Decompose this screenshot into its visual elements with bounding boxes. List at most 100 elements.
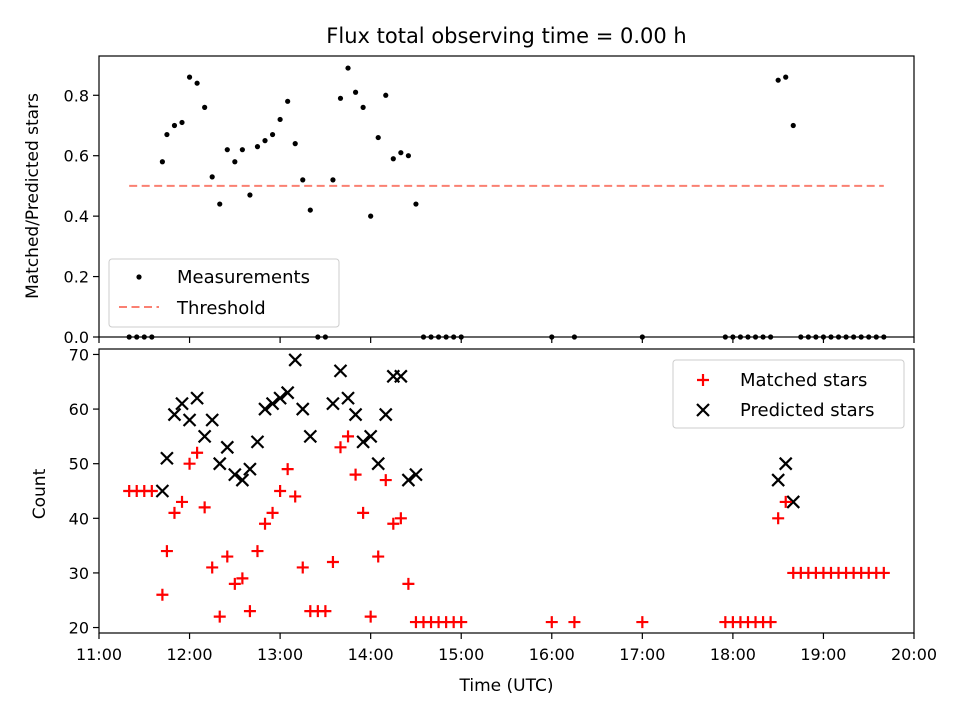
- matched-star-point: [877, 566, 890, 579]
- measurement-point: [254, 144, 261, 150]
- matched-star-point: [636, 616, 649, 629]
- matched-star-point: [326, 556, 339, 568]
- top-y-tick-label: 0.6: [64, 147, 89, 166]
- bottom-axes-frame: [98, 348, 915, 634]
- predicted-star-point: [160, 451, 174, 466]
- predicted-star-point: [409, 467, 423, 482]
- predicted-star-point: [333, 364, 348, 378]
- predicted-star-point: [341, 391, 355, 405]
- matched-star-point: [296, 561, 309, 574]
- x-tick-label: 19:00: [800, 645, 846, 664]
- predicted-star-point: [778, 456, 793, 471]
- predicted-star-point: [280, 385, 295, 400]
- top-chart-title: Flux total observing time = 0.00 h: [326, 24, 686, 48]
- bottom-y-tick-label: 20: [69, 619, 89, 638]
- predicted-star-point: [303, 429, 318, 444]
- measurement-point: [330, 177, 336, 183]
- matched-star-point: [364, 610, 377, 623]
- measurement-point: [413, 201, 419, 207]
- measurement-point: [171, 122, 178, 129]
- matched-star-point: [198, 501, 211, 514]
- predicted-star-point: [190, 391, 204, 405]
- matched-star-point: [206, 561, 219, 574]
- matched-star-point: [289, 490, 302, 503]
- measurement-point: [224, 147, 230, 153]
- top-y-axis-label: Matched/Predicted stars: [23, 93, 43, 299]
- legend-measurements-label: Measurements: [177, 267, 310, 288]
- predicted-star-point: [155, 484, 170, 498]
- matched-star-point: [394, 512, 407, 525]
- measurement-point: [202, 104, 208, 110]
- matched-star-point: [545, 616, 558, 629]
- bottom-y-tick-label: 40: [69, 509, 89, 528]
- predicted-star-point: [394, 369, 408, 384]
- predicted-star-point: [212, 456, 227, 471]
- bottom-legend: Matched stars Predicted stars: [672, 359, 905, 429]
- matched-star-point: [259, 517, 272, 530]
- predicted-star-point: [401, 473, 416, 487]
- matched-star-point: [191, 446, 204, 459]
- matched-star-point: [455, 616, 468, 629]
- matched-star-point: [387, 517, 400, 530]
- x-tick-label: 12:00: [167, 645, 213, 664]
- matched-star-point: [243, 605, 256, 618]
- measurement-point: [179, 119, 185, 126]
- matched-star-point: [342, 430, 355, 443]
- matched-star-point: [213, 610, 226, 623]
- matched-star-point: [772, 512, 785, 525]
- predicted-star-point: [258, 402, 272, 416]
- predicted-star-point: [371, 456, 385, 471]
- matched-star-point: [274, 485, 287, 497]
- legend-threshold-label: Threshold: [176, 298, 266, 319]
- measurement-point: [790, 122, 796, 129]
- predicted-star-point: [288, 353, 302, 367]
- predicted-star-point: [363, 429, 378, 444]
- predicted-star-point: [243, 462, 257, 476]
- legend-matched-marker: [697, 374, 709, 386]
- matched-star-point: [168, 506, 181, 519]
- measurement-point: [285, 98, 291, 104]
- matched-star-point: [379, 474, 392, 487]
- predicted-star-point: [771, 473, 785, 487]
- bottom-y-tick-label: 60: [69, 400, 89, 419]
- predicted-star-point: [205, 413, 219, 427]
- top-y-tick-label: 0.4: [64, 207, 89, 226]
- legend-predicted-label: Predicted stars: [740, 400, 874, 421]
- predicted-star-point: [220, 440, 235, 455]
- x-tick-label: 15:00: [438, 645, 484, 664]
- x-tick-label: 14:00: [348, 645, 394, 664]
- matched-star-point: [764, 616, 777, 629]
- matched-star-point: [228, 577, 241, 590]
- top-legend-box: [108, 258, 340, 328]
- matched-star-point: [402, 577, 415, 590]
- predicted-star-point: [265, 396, 280, 411]
- measurement-point: [300, 177, 306, 183]
- measurement-point: [239, 147, 245, 153]
- bottom-y-tick-label: 70: [69, 345, 89, 364]
- matched-star-point: [779, 495, 792, 508]
- legend-measurement-marker: [136, 274, 142, 280]
- measurement-point: [345, 65, 351, 71]
- matched-star-point: [176, 495, 189, 508]
- measurement-point: [186, 74, 193, 80]
- x-tick-label: 18:00: [710, 645, 756, 664]
- legend-predicted-marker: [696, 403, 710, 417]
- bottom-y-tick-label: 50: [69, 455, 89, 474]
- predicted-star-point: [326, 396, 340, 411]
- x-tick-label: 11:00: [76, 645, 122, 664]
- measurement-point: [390, 156, 396, 162]
- predicted-star-point: [786, 495, 801, 509]
- measurement-point: [209, 174, 215, 180]
- measurement-point: [194, 80, 200, 86]
- top-y-tick-label: 0.0: [64, 328, 89, 347]
- predicted-star-point: [273, 391, 287, 405]
- matched-star-point: [156, 588, 169, 601]
- predicted-star-point: [250, 435, 265, 449]
- predicted-star-point: [197, 429, 212, 444]
- x-tick-label: 20:00: [891, 645, 937, 664]
- matched-star-point: [183, 457, 196, 470]
- predicted-star-point: [348, 407, 363, 422]
- measurement-point: [269, 131, 276, 138]
- predicted-star-point: [295, 402, 310, 416]
